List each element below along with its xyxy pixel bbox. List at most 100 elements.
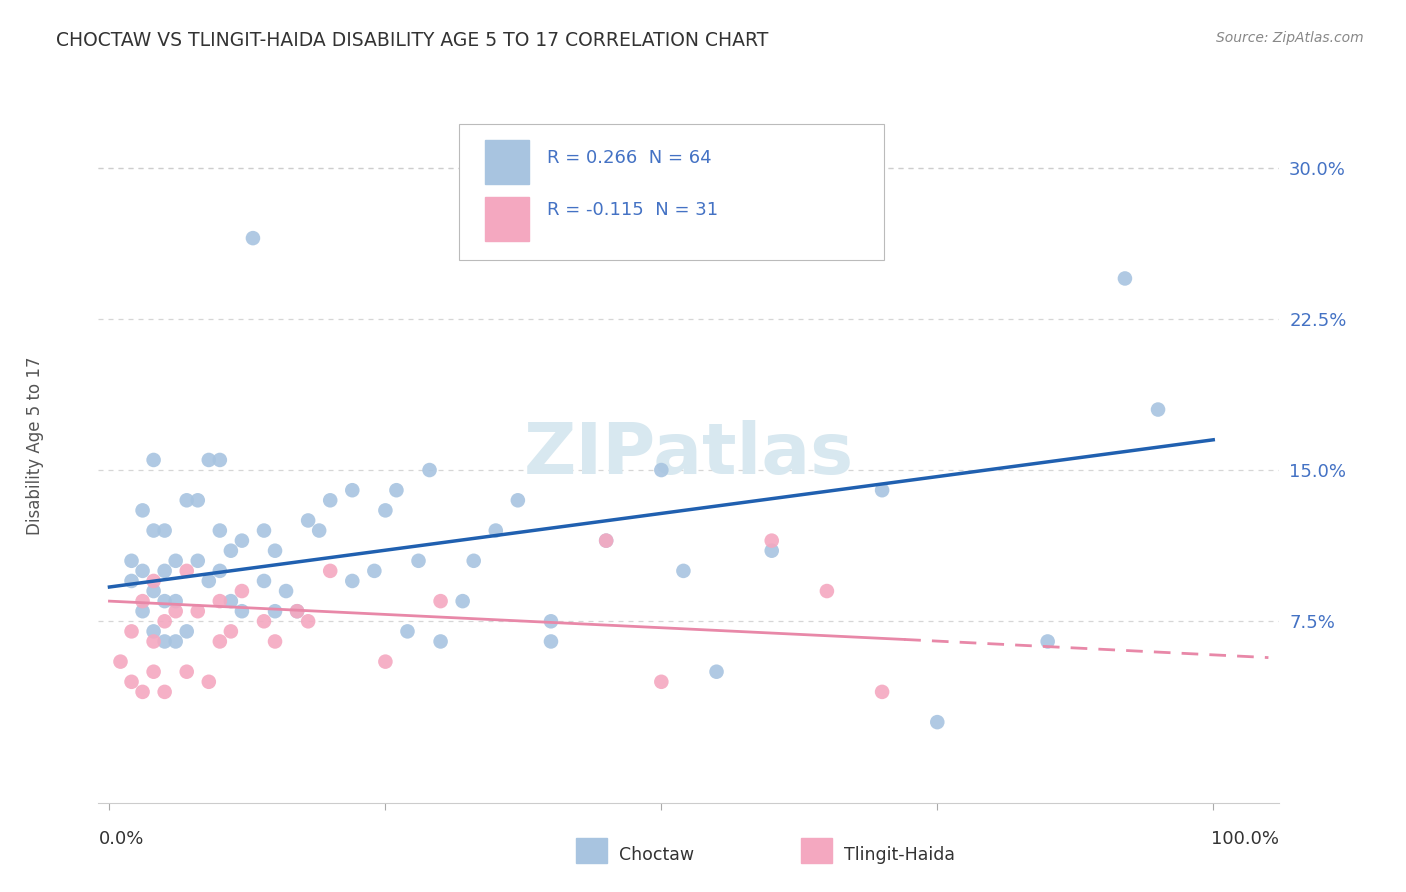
Text: CHOCTAW VS TLINGIT-HAIDA DISABILITY AGE 5 TO 17 CORRELATION CHART: CHOCTAW VS TLINGIT-HAIDA DISABILITY AGE …	[56, 31, 769, 50]
Point	[165, 594, 187, 608]
Point	[131, 685, 153, 699]
Point	[342, 574, 364, 588]
Point	[342, 483, 364, 498]
Point	[319, 564, 342, 578]
Point	[142, 634, 165, 648]
Point	[419, 463, 441, 477]
Point	[187, 604, 209, 618]
Point	[1114, 271, 1136, 285]
Text: 100.0%: 100.0%	[1212, 830, 1279, 847]
FancyBboxPatch shape	[458, 124, 884, 260]
Point	[363, 564, 385, 578]
Point	[208, 634, 231, 648]
Point	[595, 533, 617, 548]
Point	[264, 543, 287, 558]
Point	[927, 715, 949, 730]
Bar	[485, 197, 530, 241]
Point	[485, 524, 508, 538]
Point	[264, 634, 287, 648]
Point	[374, 655, 396, 669]
Point	[231, 604, 253, 618]
Point	[198, 674, 221, 689]
Point	[110, 655, 132, 669]
Point	[870, 685, 893, 699]
Point	[253, 524, 276, 538]
Point	[385, 483, 408, 498]
Point	[285, 604, 308, 618]
Point	[153, 634, 176, 648]
Point	[198, 453, 221, 467]
Point	[153, 524, 176, 538]
Point	[219, 594, 242, 608]
Point	[815, 584, 838, 599]
Point	[153, 564, 176, 578]
Point	[153, 685, 176, 699]
Point	[219, 543, 242, 558]
Point	[131, 564, 153, 578]
Point	[706, 665, 728, 679]
Point	[153, 594, 176, 608]
Text: Tlingit-Haida: Tlingit-Haida	[844, 846, 955, 863]
Point	[429, 594, 451, 608]
Point	[595, 533, 617, 548]
Point	[870, 483, 893, 498]
Point	[672, 564, 695, 578]
Point	[540, 634, 562, 648]
Point	[297, 513, 319, 527]
Point	[142, 584, 165, 599]
Point	[396, 624, 419, 639]
Point	[153, 615, 176, 629]
Point	[451, 594, 474, 608]
Point	[374, 503, 396, 517]
Point	[297, 615, 319, 629]
Point	[761, 543, 783, 558]
Point	[264, 604, 287, 618]
Point	[208, 594, 231, 608]
Point	[253, 574, 276, 588]
Point	[121, 554, 143, 568]
Point	[142, 574, 165, 588]
Point	[176, 564, 198, 578]
Point	[408, 554, 430, 568]
Point	[187, 554, 209, 568]
Bar	[485, 140, 530, 184]
Point	[650, 674, 672, 689]
Point	[231, 533, 253, 548]
Point	[176, 624, 198, 639]
Point	[142, 524, 165, 538]
Point	[429, 634, 451, 648]
Point	[285, 604, 308, 618]
Point	[308, 524, 330, 538]
Text: ZIPatlas: ZIPatlas	[524, 420, 853, 490]
Point	[187, 493, 209, 508]
Point	[208, 564, 231, 578]
Point	[142, 453, 165, 467]
Point	[540, 615, 562, 629]
Point	[242, 231, 264, 245]
Text: Source: ZipAtlas.com: Source: ZipAtlas.com	[1216, 31, 1364, 45]
Point	[506, 493, 529, 508]
Point	[1036, 634, 1059, 648]
Text: R = 0.266  N = 64: R = 0.266 N = 64	[547, 149, 711, 167]
Point	[131, 503, 153, 517]
Text: Choctaw: Choctaw	[619, 846, 693, 863]
Point	[142, 665, 165, 679]
Point	[198, 574, 221, 588]
Point	[761, 533, 783, 548]
Point	[121, 674, 143, 689]
Point	[650, 463, 672, 477]
Point	[219, 624, 242, 639]
Point	[208, 524, 231, 538]
Point	[121, 624, 143, 639]
Point	[165, 554, 187, 568]
Text: R = -0.115  N = 31: R = -0.115 N = 31	[547, 201, 718, 219]
Point	[253, 615, 276, 629]
Point	[463, 554, 485, 568]
Point	[165, 634, 187, 648]
Point	[208, 453, 231, 467]
Point	[131, 604, 153, 618]
Point	[176, 493, 198, 508]
Point	[1147, 402, 1170, 417]
Point	[142, 624, 165, 639]
Point	[231, 584, 253, 599]
